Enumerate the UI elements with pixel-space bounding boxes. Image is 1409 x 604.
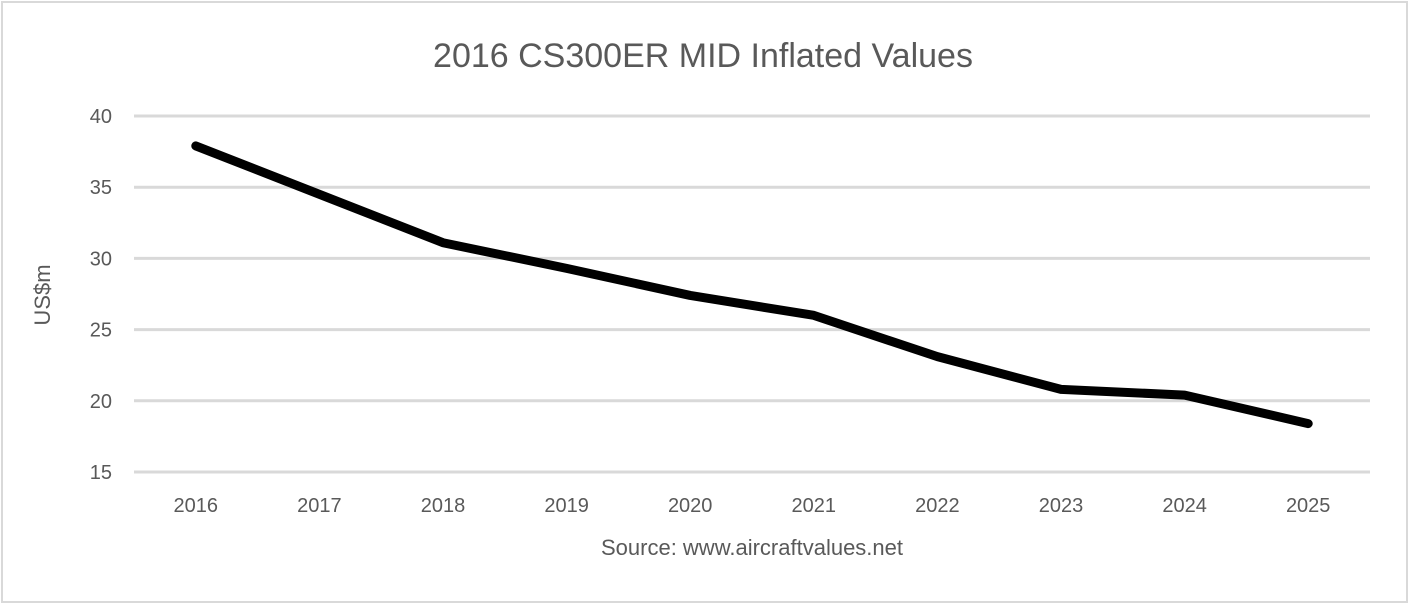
x-tick-label: 2019	[544, 495, 589, 517]
chart-title: 2016 CS300ER MID Inflated Values	[433, 37, 973, 75]
y-tick-label: 20	[90, 391, 112, 413]
y-tick-label: 35	[90, 177, 112, 199]
y-tick-label: 40	[90, 106, 112, 128]
series-line	[191, 141, 1313, 429]
x-tick-label: 2023	[1039, 495, 1084, 517]
x-axis-label: Source: www.aircraftvalues.net	[601, 535, 903, 560]
y-tick-label: 15	[90, 462, 112, 484]
y-axis-label: US$m	[30, 264, 55, 325]
x-tick-label: 2024	[1162, 495, 1207, 517]
x-tick-label: 2020	[668, 495, 713, 517]
y-tick-label: 30	[90, 248, 112, 270]
y-tick-label: 25	[90, 320, 112, 342]
x-tick-label: 2022	[915, 495, 960, 517]
x-tick-label: 2017	[297, 495, 342, 517]
x-tick-label: 2016	[174, 495, 219, 517]
x-tick-label: 2025	[1286, 495, 1331, 517]
x-tick-label: 2021	[792, 495, 837, 517]
x-tick-label: 2018	[421, 495, 466, 517]
